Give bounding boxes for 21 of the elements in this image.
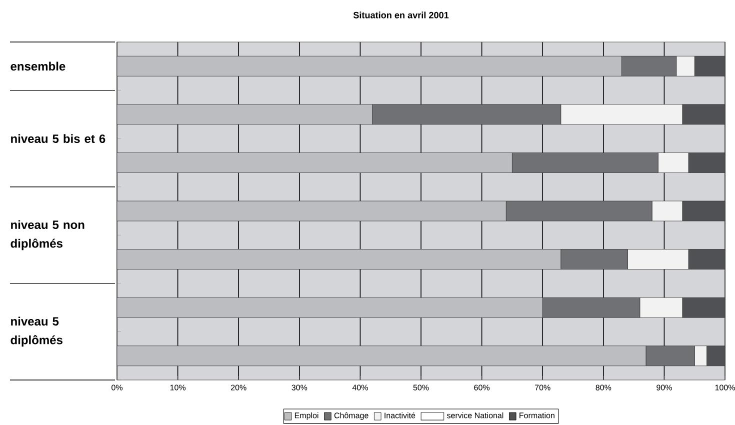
y-tick-label: niveau 5 diplômés — [10, 316, 62, 347]
x-tick-label: 60% — [474, 384, 490, 390]
y-tick-label: niveau 5 non diplômés — [10, 220, 84, 250]
y-tick-label: ensemble — [10, 62, 66, 71]
legend-label: Inactivité — [384, 412, 416, 418]
x-tick-label: 70% — [535, 384, 550, 390]
x-tick-label: 50% — [413, 384, 429, 390]
x-tick-label: 90% — [656, 384, 672, 390]
x-tick-label: 30% — [292, 384, 308, 390]
y-tick-label: niveau 5 bis et 6 — [11, 134, 106, 143]
chart-title: Situation en avril 2001 — [353, 12, 449, 18]
x-tick-label: 100% — [715, 384, 735, 390]
x-tick-label: 20% — [230, 384, 246, 390]
x-tick-label: 40% — [352, 384, 368, 390]
x-tick-label: 80% — [596, 384, 612, 390]
legend-label: Chômage — [334, 412, 368, 420]
legend-label: service National — [447, 412, 504, 418]
legend-label: Formation — [520, 412, 554, 418]
x-tick-label: 0% — [112, 384, 123, 390]
legend-label: Emploi — [294, 412, 318, 420]
x-tick-label: 10% — [170, 384, 186, 390]
